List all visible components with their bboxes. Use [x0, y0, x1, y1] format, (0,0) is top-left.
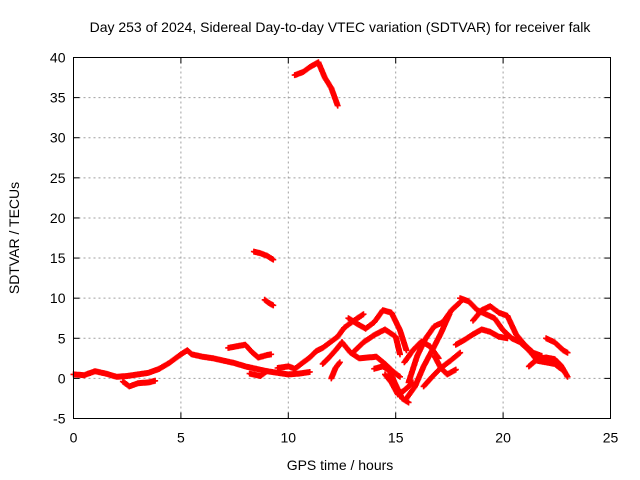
data-series-track-11 [291, 59, 341, 109]
y-tick-label: 5 [58, 330, 66, 346]
data-series-track-7 [261, 296, 277, 309]
data-point-markers [401, 338, 442, 366]
data-point-markers [345, 307, 410, 354]
y-tick-label: 40 [50, 50, 66, 66]
y-tick-label: 25 [50, 170, 66, 186]
y-tick-label: 15 [50, 250, 66, 266]
grid-lines [73, 57, 611, 419]
data-series-track-5 [246, 368, 270, 379]
data-series-track-6 [250, 248, 277, 263]
x-tick-label: 0 [70, 430, 78, 446]
y-tick-label: 35 [50, 90, 66, 106]
x-axis-label: GPS time / hours [287, 457, 394, 473]
plot-frame [73, 57, 611, 419]
data-point-markers [543, 335, 571, 356]
x-tick-label: 15 [388, 430, 404, 446]
y-tick-label: 30 [50, 130, 66, 146]
y-tick-label: -5 [53, 411, 66, 427]
y-tick-label: 20 [50, 210, 66, 226]
data-series-track-4 [225, 341, 275, 361]
data-point-markers [452, 326, 511, 348]
data-point-markers [250, 248, 277, 263]
data-point-markers [349, 326, 403, 358]
data-point-markers [225, 341, 275, 361]
data-point-markers [470, 303, 545, 359]
data-series-track-12 [345, 307, 410, 354]
data-series-track-9 [319, 339, 345, 367]
data-series-track-19 [401, 338, 442, 366]
data-point-markers [70, 365, 163, 380]
data-point-markers [156, 347, 313, 378]
x-tick-label: 10 [281, 430, 297, 446]
chart-title: Day 253 of 2024, Sidereal Day-to-day VTE… [90, 19, 592, 35]
data-point-markers [246, 368, 270, 379]
data-series-track-25 [525, 354, 571, 380]
x-tick-label: 25 [603, 430, 619, 446]
data-series-track-21 [431, 352, 459, 378]
data-point-markers [328, 359, 343, 382]
data-series-track-16 [382, 371, 416, 398]
data-series-track-26 [543, 335, 571, 356]
data-series-track-14 [349, 326, 403, 358]
y-axis-label: SDTVAR / TECUs [6, 182, 22, 294]
data-series-track-23 [452, 326, 511, 348]
x-tick-label: 20 [495, 430, 511, 446]
data-point-markers [431, 352, 459, 378]
x-tick-label: 5 [177, 430, 185, 446]
y-tick-label: 0 [58, 370, 66, 386]
data-point-markers [525, 354, 571, 380]
data-series-track-10 [328, 359, 343, 382]
data-point-markers [382, 371, 416, 398]
data-series-track-1 [70, 365, 163, 380]
data-series-track-3 [156, 347, 313, 378]
data-point-markers [319, 339, 345, 367]
data-series-track-2 [119, 377, 159, 390]
data-points [70, 59, 571, 406]
data-point-markers [119, 377, 159, 390]
data-point-markers [291, 59, 341, 109]
data-series-track-24 [470, 303, 545, 359]
data-point-markers [261, 296, 277, 309]
y-tick-label: 10 [50, 290, 66, 306]
